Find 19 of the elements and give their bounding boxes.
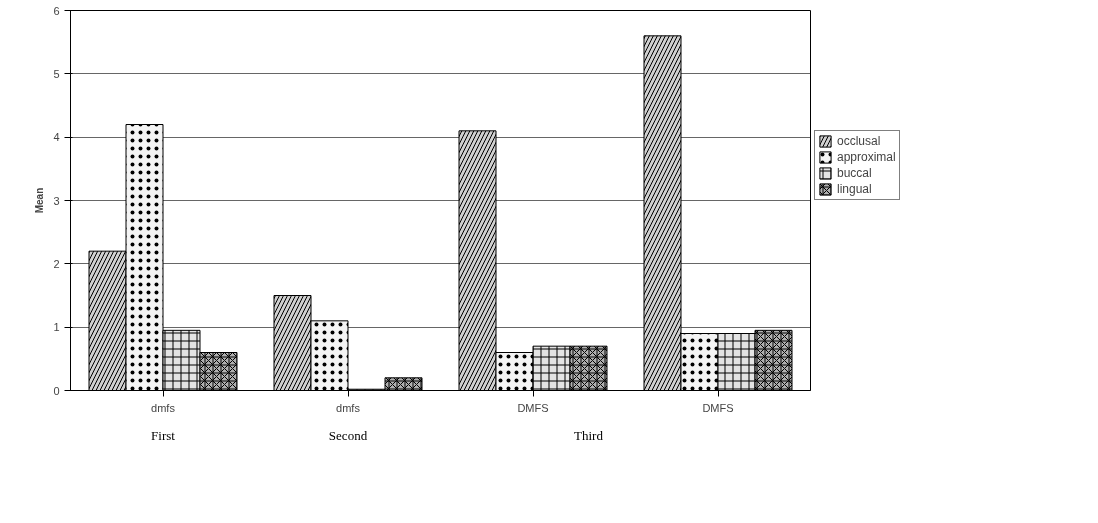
y-tick-label: 0: [53, 384, 60, 397]
legend-label: lingual: [837, 182, 872, 196]
y-tick-label: 6: [53, 4, 60, 17]
x-tick-label: DMFS: [702, 401, 734, 414]
legend-label: occlusal: [837, 134, 881, 148]
x-tick-label: dmfs: [336, 401, 361, 414]
y-tick-label: 4: [53, 131, 60, 144]
y-tick-label: 1: [53, 321, 60, 334]
x-tick-label: dmfs: [151, 401, 176, 414]
legend-label: buccal: [837, 166, 872, 180]
y-tick-label: 3: [53, 194, 60, 207]
text: Third: [574, 427, 604, 443]
y-tick-label: 2: [53, 257, 60, 270]
text: First: [151, 427, 176, 443]
text: Second: [328, 427, 368, 443]
x-tick-label: DMFS: [517, 401, 549, 414]
y-tick-label: 5: [53, 67, 60, 80]
legend-label: approximal: [837, 150, 896, 164]
y-axis-title: Mean: [34, 187, 46, 214]
